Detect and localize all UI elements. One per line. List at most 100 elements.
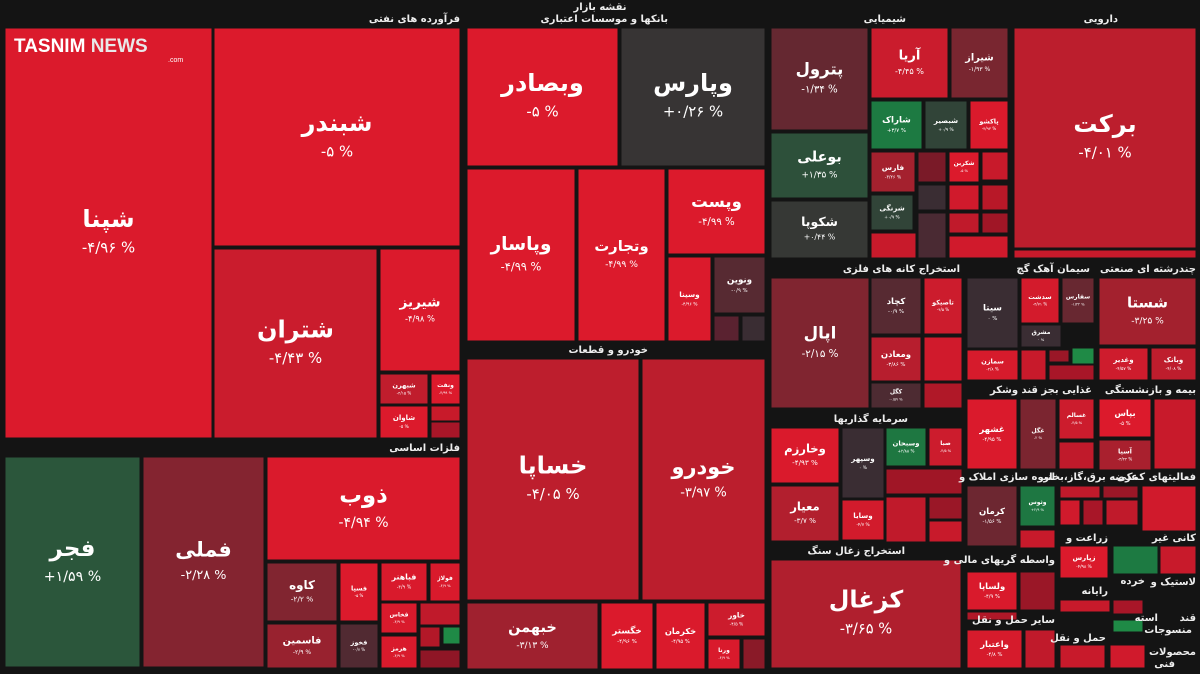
- stock-tile: [870, 336, 922, 382]
- small-tile: [713, 315, 740, 342]
- stock-name: کگل: [890, 388, 903, 396]
- stock-tile: [620, 27, 766, 167]
- stock-change: -۴/۹۹ %: [605, 259, 638, 270]
- small-tile: [442, 626, 461, 645]
- stock-tile: [600, 602, 654, 670]
- small-tile: [742, 638, 766, 670]
- stock-change: -۴/۹۵ %: [671, 639, 690, 645]
- stock-name: شبندر: [301, 109, 373, 137]
- stock-change: -۰/۷ %: [353, 647, 365, 652]
- stock-name: وپست: [691, 192, 742, 212]
- stock-tile: [770, 200, 869, 259]
- stock-name: وسایا: [853, 511, 872, 520]
- map-title: نقشه بازار: [572, 2, 626, 13]
- stock-name: شکربن: [954, 160, 975, 167]
- stock-name: آسیا: [1118, 446, 1133, 455]
- stock-name: غشهر: [978, 425, 1004, 435]
- stock-name: فملی: [175, 538, 232, 562]
- stock-name: خگستر: [611, 626, 641, 637]
- stock-change: -۲/۲ %: [291, 595, 313, 604]
- stock-tile: [969, 100, 1009, 150]
- stock-change: -۴/۹۶ %: [681, 301, 698, 307]
- stock-name: اپال: [804, 322, 837, 343]
- stock-tile: [466, 27, 619, 167]
- stock-name: ورنا: [718, 647, 730, 654]
- stock-tile: [1098, 398, 1152, 438]
- stock-tile: [1058, 398, 1095, 440]
- sector-label: چندرشته ای صنعتی: [1100, 264, 1196, 275]
- stock-change: -۴/۵ %: [730, 622, 744, 628]
- stock-change: -۴/۵ %: [940, 449, 952, 453]
- stock-name: شرنگی: [879, 204, 904, 213]
- small-tile: [430, 405, 461, 422]
- small-tile: [419, 602, 461, 626]
- stock-tile: [213, 27, 461, 247]
- stock-name: فخاس: [389, 612, 408, 619]
- stock-name: مشرق: [1032, 329, 1051, 336]
- stock-name: فخوز: [350, 638, 368, 646]
- stock-change: -۰/۵۹ %: [889, 397, 903, 401]
- stock-change: -۴/۸ %: [986, 366, 999, 371]
- stock-name: برکت: [1073, 110, 1136, 138]
- sector-label: کانی غیر: [1151, 533, 1196, 544]
- sector-label: واسطه گریهای مالی و: [943, 553, 1055, 566]
- stock-tile: [966, 629, 1023, 669]
- small-tile: [948, 184, 980, 211]
- stock-name: تاصیکو: [931, 298, 954, 306]
- stock-name: وپارس: [653, 69, 733, 97]
- sector-label: غذایی بجز قند وشکر: [989, 385, 1092, 396]
- stock-change: -۴/۹ %: [393, 653, 405, 658]
- sector-label: فنی: [1154, 659, 1175, 670]
- small-tile: [430, 421, 461, 439]
- sector-label: قند: [1180, 613, 1196, 624]
- small-tile: [981, 184, 1009, 211]
- stock-tile: [466, 358, 640, 601]
- stock-change: -۱/۳۴ %: [801, 85, 838, 96]
- stock-change: -۲/۱۵ %: [802, 348, 839, 360]
- stock-tile: [870, 151, 916, 193]
- stock-tile: [1020, 324, 1062, 348]
- stock-tile: [4, 27, 213, 439]
- stock-change: -۴/۹۶ %: [617, 639, 637, 645]
- sector-label: زراعت و: [1065, 533, 1108, 544]
- stock-tile: [429, 562, 461, 602]
- small-tile: [928, 520, 963, 543]
- stock-name: وسبحان: [893, 439, 920, 447]
- stock-change: -۴/۸ %: [987, 652, 1003, 658]
- stock-tile: [770, 277, 870, 409]
- sector-label: دارویی: [1084, 14, 1118, 25]
- stock-change: +۲/۸۸ %: [898, 448, 915, 453]
- sector-label: خرده: [1121, 576, 1145, 587]
- stock-name: خکرمان: [665, 626, 696, 637]
- stock-change: -۴/۹۶ %: [82, 239, 135, 257]
- stock-name: شاوان: [393, 414, 415, 422]
- stock-change: -۰/۹ %: [888, 309, 904, 315]
- stock-name: بپاس: [1114, 408, 1135, 419]
- logo-domain: .com: [168, 57, 183, 64]
- stock-name: وثوس: [1028, 499, 1046, 506]
- sector-label: رایانه: [1081, 586, 1108, 597]
- stock-name: وبانک: [1164, 356, 1183, 364]
- small-tile: [1059, 499, 1081, 526]
- stock-change: ۰ %: [988, 316, 998, 322]
- small-tile: [1019, 571, 1056, 611]
- stock-change: -۳/۲۵ %: [1131, 317, 1164, 327]
- stock-change: -۴/۹۵ %: [983, 437, 1002, 443]
- small-tile: [917, 151, 947, 183]
- stock-change: -۴/۹ %: [397, 585, 412, 591]
- stock-tile: [380, 562, 428, 602]
- stock-tile: [870, 100, 923, 150]
- stock-tile: [667, 168, 766, 255]
- stock-name: کزغال: [829, 585, 904, 613]
- stock-tile: [770, 427, 840, 484]
- stock-tile: [1013, 27, 1197, 249]
- stock-tile: [966, 349, 1019, 381]
- stock-tile: [641, 358, 766, 601]
- stock-change: -۴/۹۹ %: [501, 259, 542, 273]
- stock-tile: [770, 132, 869, 199]
- stock-change: -۵ %: [399, 424, 409, 430]
- stock-name: پاکشو: [978, 117, 998, 125]
- stock-tile: [1098, 277, 1197, 346]
- stock-change: -۴/۵ %: [1071, 421, 1083, 425]
